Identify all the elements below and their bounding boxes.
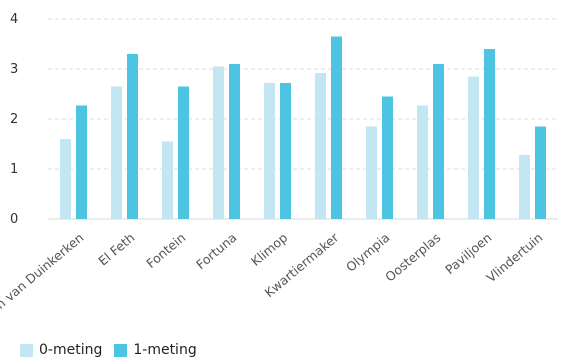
bar-0-meting-3 [213,66,224,219]
bar-0-meting-9 [519,155,530,219]
legend-swatch-series-1 [114,343,128,357]
x-tick-label: Oosterplas [382,230,443,285]
legend-swatch-series-0 [20,343,33,357]
x-tick-label: Olympia [343,230,392,275]
y-tick-label: 4 [10,12,18,27]
y-tick-label: 1 [10,162,18,177]
bar-0-meting-1 [111,86,122,219]
bar-1-meting-6 [382,96,393,219]
bar-1-meting-3 [229,64,240,219]
legend: 0-meting 1-meting [20,342,209,358]
bar-0-meting-8 [468,76,479,219]
bar-0-meting-7 [417,105,428,219]
bar-0-meting-6 [366,126,377,219]
bars [60,36,546,219]
x-tick-label: Fortuna [193,230,239,272]
bar-1-meting-2 [178,86,189,219]
gridlines [48,18,558,220]
y-axis-ticks: 0 1 2 3 4 [10,12,18,227]
bar-0-meting-4 [264,83,275,219]
legend-label-series-1: 1-meting [133,342,197,358]
x-tick-label: El Feth [95,230,137,269]
bar-0-meting-0 [60,139,71,219]
y-tick-label: 3 [10,62,18,77]
x-axis-ticks: Anton van Duinkerken El Feth Fontein Fortun… [0,229,545,330]
bar-1-meting-4 [280,83,291,219]
bar-1-meting-9 [535,126,546,219]
bar-chart: 0 1 2 3 4 Anton van Duinkerken El Feth Fontein… [0,12,558,331]
bar-1-meting-0 [76,105,87,219]
legend-item-series-1: 1-meting [114,342,197,358]
bar-1-meting-8 [484,49,495,219]
y-tick-label: 2 [10,112,18,127]
bar-1-meting-1 [127,54,138,219]
x-tick-label: Fontein [143,230,188,271]
x-tick-label: Anton van Duinkerken [0,230,86,331]
legend-item-series-0: 0-meting [20,342,102,358]
bar-0-meting-5 [315,73,326,219]
bar-1-meting-5 [331,36,342,219]
y-tick-label: 0 [10,212,18,227]
x-tick-label: Vlindertuin [483,230,545,285]
bar-0-meting-2 [162,141,173,219]
bar-1-meting-7 [433,64,444,219]
legend-label-series-0: 0-meting [39,342,103,358]
x-tick-label: Klimop [248,230,291,269]
